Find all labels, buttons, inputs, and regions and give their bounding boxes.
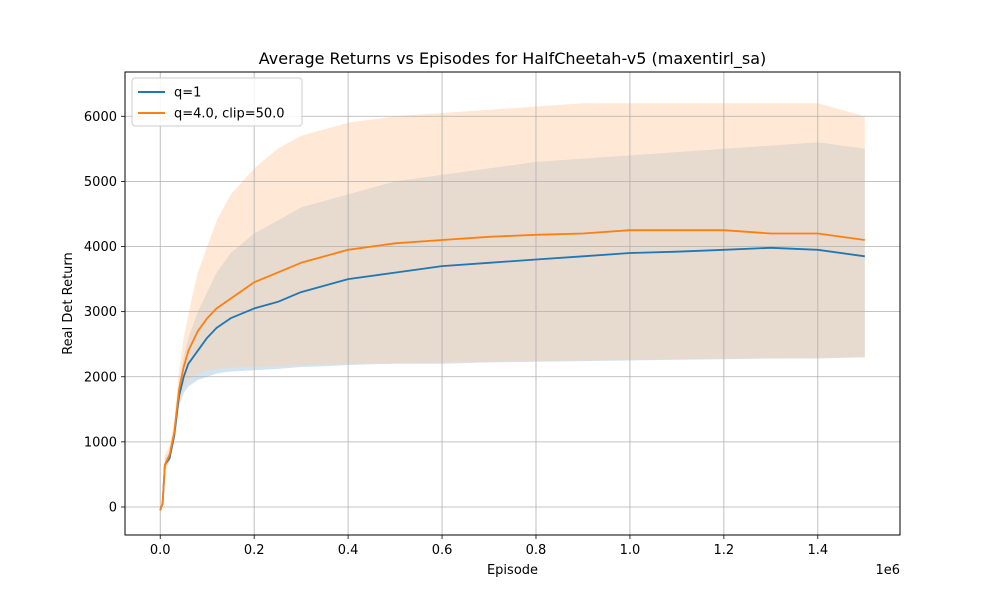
y-axis-ticks: 0 1000 2000 3000 4000 5000 6000	[84, 110, 125, 515]
x-tick-label: 1.0	[620, 543, 641, 558]
x-axis-ticks: 0.0 0.2 0.4 0.6 0.8 1.0 1.2 1.4	[150, 535, 828, 558]
chart-title: Average Returns vs Episodes for HalfChee…	[259, 49, 766, 69]
legend-box	[131, 77, 303, 127]
x-tick-label: 0.8	[526, 543, 547, 558]
y-tick-label: 0	[109, 500, 117, 515]
x-axis-offset-label: 1e6	[875, 563, 900, 578]
series-line	[159, 229, 865, 511]
legend-label: q=4.0, clip=50.0	[174, 107, 285, 122]
y-tick-label: 1000	[84, 435, 117, 450]
x-tick-label: 0.6	[432, 543, 453, 558]
y-axis-label: Real Det Return	[61, 252, 76, 355]
y-tick-label: 3000	[84, 305, 117, 320]
x-tick-label: 0.2	[244, 543, 265, 558]
y-tick-label: 5000	[84, 175, 117, 190]
grid-lines	[125, 72, 900, 535]
x-tick-label: 1.2	[714, 543, 735, 558]
legend-label: q=1	[174, 86, 201, 101]
y-tick-label: 4000	[84, 240, 117, 255]
confidence-bands	[160, 103, 865, 513]
series-band	[160, 103, 865, 513]
series-lines	[159, 229, 865, 511]
axes-frame	[124, 71, 901, 536]
x-tick-label: 0.4	[338, 543, 359, 558]
series-band	[160, 142, 865, 513]
x-tick-label: 1.4	[807, 543, 828, 558]
legend: q=1 q=4.0, clip=50.0	[131, 77, 303, 127]
y-tick-label: 6000	[84, 110, 117, 125]
x-axis-label: Episode	[487, 563, 538, 578]
x-tick-label: 0.0	[150, 543, 171, 558]
y-tick-label: 2000	[84, 370, 117, 385]
